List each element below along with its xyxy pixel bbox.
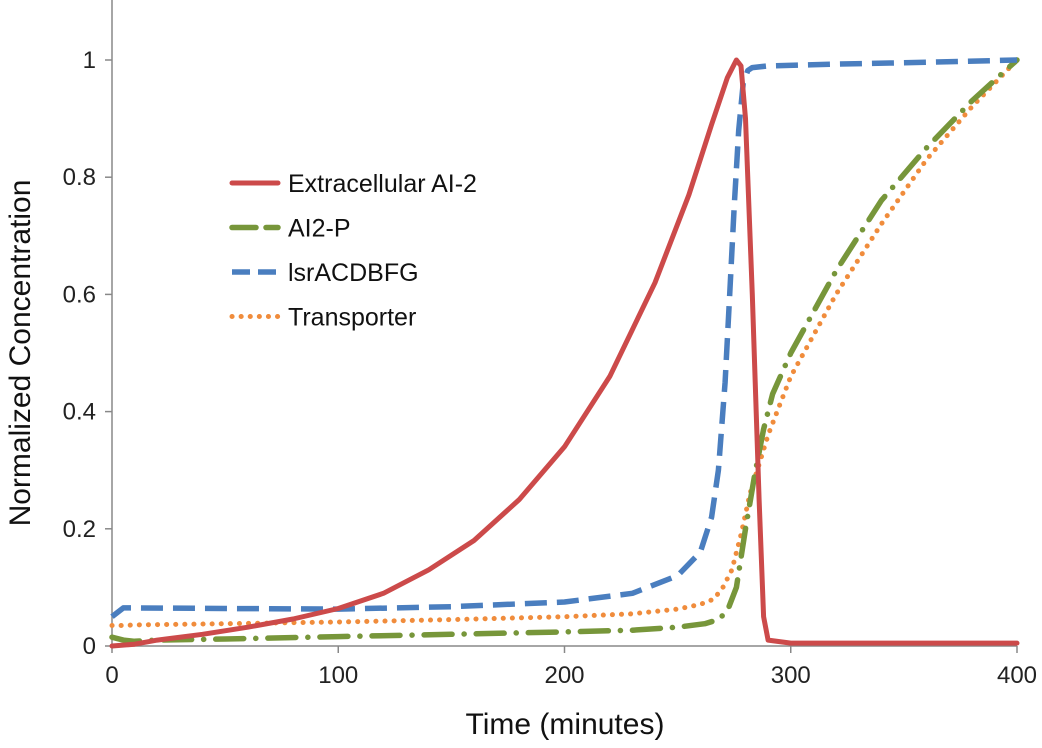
y-tick-label: 1: [83, 47, 96, 74]
series-line-0: [109, 57, 1020, 649]
series-line-2: [110, 57, 1018, 619]
x-tick-label: 400: [997, 662, 1037, 689]
y-tick-label: 0.2: [63, 516, 96, 543]
y-tick-label: 0: [83, 633, 96, 660]
legend-label: AI2-P: [288, 215, 351, 243]
y-tick-label: 0.6: [63, 281, 96, 308]
legend: Extracellular AI-2 AI2-P lsrACDBFG Transpor…: [229, 170, 477, 332]
y-tick-label: 0.8: [63, 164, 96, 191]
legend-label: Transporter: [288, 304, 416, 332]
legend-label: Extracellular AI-2: [288, 170, 477, 198]
x-axis-title: Time (minutes): [466, 708, 665, 741]
x-tick-label: 100: [318, 662, 358, 689]
legend-label: lsrACDBFG: [288, 259, 419, 287]
ticks: 0 0.2 0.4 0.6 0.8 1 0 100 200 300 400: [63, 47, 1037, 689]
series-lines: [109, 57, 1020, 649]
x-tick-label: 0: [105, 662, 118, 689]
axes: [111, 0, 1017, 647]
y-axis-title: Normalized Concentration: [4, 180, 37, 527]
series-line-1: [109, 57, 1020, 645]
x-tick-label: 300: [771, 662, 811, 689]
series-line-3: [109, 57, 1020, 628]
x-tick-label: 200: [544, 662, 584, 689]
y-tick-label: 0.4: [63, 399, 96, 426]
